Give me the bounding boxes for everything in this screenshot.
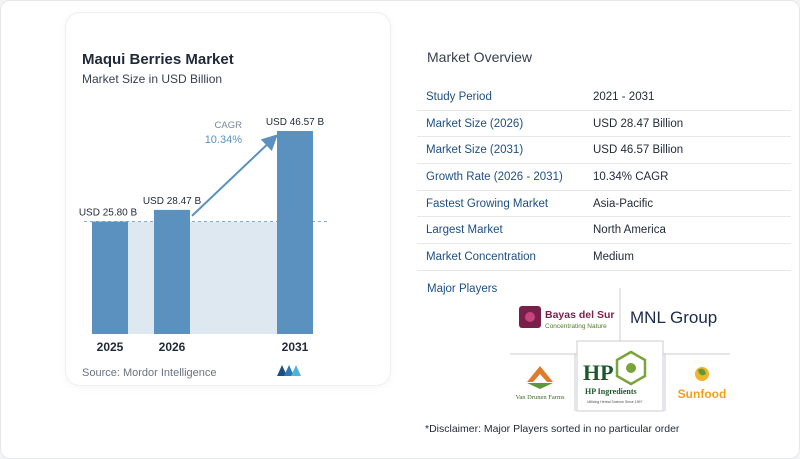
hp-ingredients-logo: HP HP Ingredients Utilizing Herbal Scien…	[576, 340, 664, 412]
overview-value: 10.34% CAGR	[593, 170, 669, 183]
overview-value: Medium	[593, 250, 634, 263]
van-drunen-name: Van Drunen Farms	[515, 394, 565, 401]
bar-value-label: USD 28.47 B	[143, 196, 202, 207]
x-tick-label: 2025	[97, 340, 124, 354]
overview-key: Market Concentration	[426, 250, 536, 263]
cagr-arrow	[191, 134, 278, 217]
hp-name: HP Ingredients	[585, 387, 637, 396]
cagr-value: 10.34%	[205, 134, 243, 146]
overview-row: Market Size (2026) USD 28.47 Billion	[417, 111, 791, 138]
overview-key: Market Size (2026)	[426, 117, 524, 130]
bayas-del-sur-logo: Bayas del Sur Concentrating Nature	[519, 306, 614, 330]
sunfood-logo: Sunfood	[678, 367, 727, 401]
source-note: Source: Mordor Intelligence	[82, 367, 217, 379]
x-tick-label: 2026	[159, 340, 186, 354]
bar-2026	[154, 209, 190, 334]
overview-key: Largest Market	[426, 224, 503, 237]
mordor-intelligence-logo-icon	[277, 365, 301, 376]
overview-row: Study Period 2021 - 2031	[417, 84, 791, 111]
market-overview-table: Study Period 2021 - 2031 Market Size (2026…	[417, 84, 791, 271]
bayas-tagline: Concentrating Nature	[545, 323, 607, 330]
overview-row: Market Size (2031) USD 46.57 Billion	[417, 137, 791, 165]
baseline-band	[92, 221, 313, 334]
major-players-logos: Bayas del Sur Concentrating Nature MNL G…	[510, 288, 730, 412]
bar-2031	[277, 131, 313, 334]
overview-value: USD 28.47 Billion	[593, 117, 684, 130]
van-drunen-farms-logo: Van Drunen Farms	[515, 366, 565, 401]
chart-title: Maqui Berries Market	[82, 51, 234, 68]
overview-key: Market Size (2031)	[426, 144, 524, 157]
overview-key: Study Period	[426, 90, 492, 103]
overview-row: Growth Rate (2026 - 2031) 10.34% CAGR	[417, 164, 791, 191]
overview-value: North America	[593, 224, 666, 237]
major-players-title: Major Players	[427, 283, 498, 295]
overview-row: Largest Market North America	[417, 217, 791, 245]
overview-key: Growth Rate (2026 - 2031)	[426, 170, 563, 183]
sunfood-name: Sunfood	[678, 387, 727, 401]
hp-mark: HP	[583, 360, 614, 385]
cagr-label: CAGR	[215, 120, 243, 131]
mnl-group-logo: MNL Group	[630, 308, 717, 327]
hp-tagline: Utilizing Herbal Science Since 1997	[587, 400, 642, 404]
overview-value: Asia-Pacific	[593, 197, 654, 210]
overview-value: USD 46.57 Billion	[593, 144, 684, 157]
disclaimer-note: *Disclaimer: Major Players sorted in no …	[425, 423, 680, 435]
overview-row: Market Concentration Medium	[417, 244, 791, 271]
chart-subtitle: Market Size in USD Billion	[82, 72, 223, 86]
bar-value-label: USD 46.57 B	[266, 117, 325, 128]
bar-2025	[92, 221, 128, 334]
bayas-name: Bayas del Sur	[545, 309, 614, 321]
overview-row: Fastest Growing Market Asia-Pacific	[417, 191, 791, 218]
bar-value-label: USD 25.80 B	[79, 208, 138, 219]
hp-hexagon-icon	[615, 350, 647, 386]
market-overview-title: Market Overview	[427, 49, 533, 65]
x-tick-label: 2031	[282, 340, 309, 354]
overview-value: 2021 - 2031	[593, 90, 655, 103]
overview-key: Fastest Growing Market	[426, 197, 549, 210]
bar-chart: USD 25.80 B 2025 USD 28.47 B 2026 USD 46.57 …	[79, 117, 327, 354]
